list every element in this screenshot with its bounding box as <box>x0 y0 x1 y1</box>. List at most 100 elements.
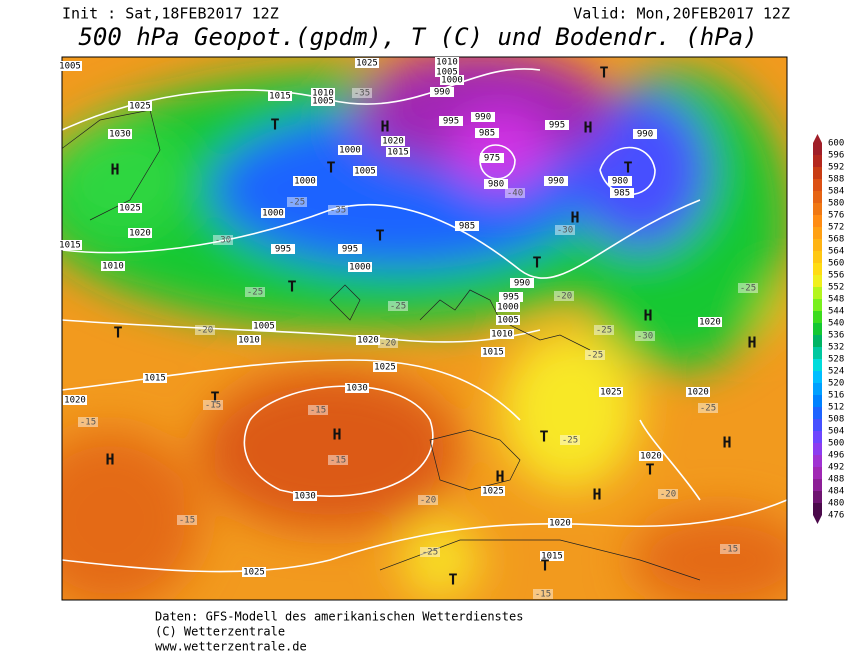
colorbar-label: 532 <box>828 343 844 353</box>
isobar-label-bg <box>480 153 504 163</box>
pressure-center: H <box>592 486 601 504</box>
colorbar-box <box>813 503 822 515</box>
colorbar-label: 492 <box>828 463 844 473</box>
temperature-label: -25 <box>422 548 438 558</box>
isobar-label-bg <box>355 58 379 68</box>
temperature-label-bg <box>308 405 328 415</box>
temperature-label: -15 <box>80 418 96 428</box>
isobar-label: 1000 <box>294 177 316 187</box>
colorbar-box <box>813 335 822 347</box>
isobar-label-bg <box>311 96 335 106</box>
pressure-center: H <box>495 468 504 486</box>
temperature-label-bg <box>352 88 372 98</box>
isobar-label-bg <box>686 387 710 397</box>
isobar-label-bg <box>311 88 335 98</box>
colorbar-box <box>813 203 822 215</box>
temperature-label-bg <box>203 400 223 410</box>
isobar-label: 1020 <box>64 396 86 406</box>
isobar-label: 1020 <box>549 519 571 529</box>
isobar-label-bg <box>698 317 722 327</box>
temperature-label-bg <box>378 338 398 348</box>
isobar-label: 990 <box>637 130 653 140</box>
colorbar-label: 576 <box>828 211 844 221</box>
isobar-label-bg <box>252 321 276 331</box>
isobar-label-bg <box>599 387 623 397</box>
isobar-label: 1010 <box>238 336 260 346</box>
colorbar-box <box>813 287 822 299</box>
temperature-label-bg <box>213 235 233 245</box>
isobar-label-bg <box>439 116 463 126</box>
isobar-label-bg <box>545 120 569 130</box>
isobar-label: 985 <box>459 222 475 232</box>
temperature-label: -15 <box>535 590 551 600</box>
isobar-label: 1015 <box>482 348 504 358</box>
isobar-label-bg <box>481 486 505 496</box>
isobar-label-bg <box>101 261 125 271</box>
temperature-label-bg <box>328 455 348 465</box>
isobar-label: 1030 <box>294 492 316 502</box>
isobar-label: 980 <box>488 180 504 190</box>
isobar-label-bg <box>353 166 377 176</box>
isobar-label-bg <box>237 335 261 345</box>
isobar-label-bg <box>271 244 295 254</box>
isobar-label-bg <box>481 347 505 357</box>
map-title: 500 hPa Geopot.(gpdm), T (C) und Bodendr… <box>78 23 757 51</box>
colorbar-box <box>813 191 822 203</box>
isobar-label: 1025 <box>356 59 378 69</box>
isobar-label-bg <box>338 244 362 254</box>
colorbar-label: 540 <box>828 319 844 329</box>
isobar-label-bg <box>348 262 372 272</box>
isobar-label: 990 <box>548 177 564 187</box>
isobar-label: 1000 <box>497 303 519 313</box>
pressure-center: T <box>375 227 384 245</box>
map-frame <box>61 56 788 601</box>
isobar-label-bg <box>381 136 405 146</box>
colorbar-label: 600 <box>828 139 844 149</box>
temperature-label: -35 <box>330 206 346 216</box>
isobar-label: 990 <box>475 113 491 123</box>
isobar-label: 1025 <box>243 568 265 578</box>
temperature-label: -20 <box>197 326 213 336</box>
colorbar-box <box>813 443 822 455</box>
isobar-label-bg <box>242 567 266 577</box>
colorbar-box <box>813 395 822 407</box>
temperature-label: -20 <box>660 490 676 500</box>
colorbar-box <box>813 239 822 251</box>
isobar-label: 1020 <box>382 137 404 147</box>
temperature-label-bg <box>555 225 575 235</box>
isobar-label: 1020 <box>699 318 721 328</box>
isobar-label: 995 <box>275 245 291 255</box>
temperature-label-bg <box>738 283 758 293</box>
colorbar-label: 500 <box>828 439 844 449</box>
temperature-label: -25 <box>562 436 578 446</box>
isobar-label: 1005 <box>497 316 519 326</box>
colorbar-label: 552 <box>828 283 844 293</box>
isobar-label-bg <box>510 278 534 288</box>
pressure-center: H <box>722 434 731 452</box>
isobar-label: 1020 <box>640 452 662 462</box>
colorbar-box <box>813 479 822 491</box>
colorbar-box <box>813 227 822 239</box>
colorbar-box <box>813 347 822 359</box>
temperature-label: -35 <box>354 89 370 99</box>
colorbar-label: 596 <box>828 151 844 161</box>
colorbar-label: 520 <box>828 379 844 389</box>
isobar-label-bg <box>386 147 410 157</box>
footer-source: Daten: GFS-Modell des amerikanischen Wet… <box>155 610 523 624</box>
temperature-label: -30 <box>637 332 653 342</box>
pressure-center: T <box>599 64 608 82</box>
isobar-label: 1010 <box>102 262 124 272</box>
pressure-center: T <box>539 428 548 446</box>
colorbar-box <box>813 431 822 443</box>
isobar-label-bg <box>143 373 167 383</box>
temperature-label: -20 <box>420 496 436 506</box>
colorbar-box <box>813 155 822 167</box>
colorbar-box <box>813 215 822 227</box>
pressure-center: T <box>532 254 541 272</box>
isobar-label-bg <box>63 395 87 405</box>
pressure-center: T <box>645 461 654 479</box>
footer-copyright: (C) Wetterzentrale <box>155 625 285 639</box>
colorbar-label: 588 <box>828 175 844 185</box>
colorbar-label: 516 <box>828 391 844 401</box>
temperature-label: -25 <box>390 302 406 312</box>
